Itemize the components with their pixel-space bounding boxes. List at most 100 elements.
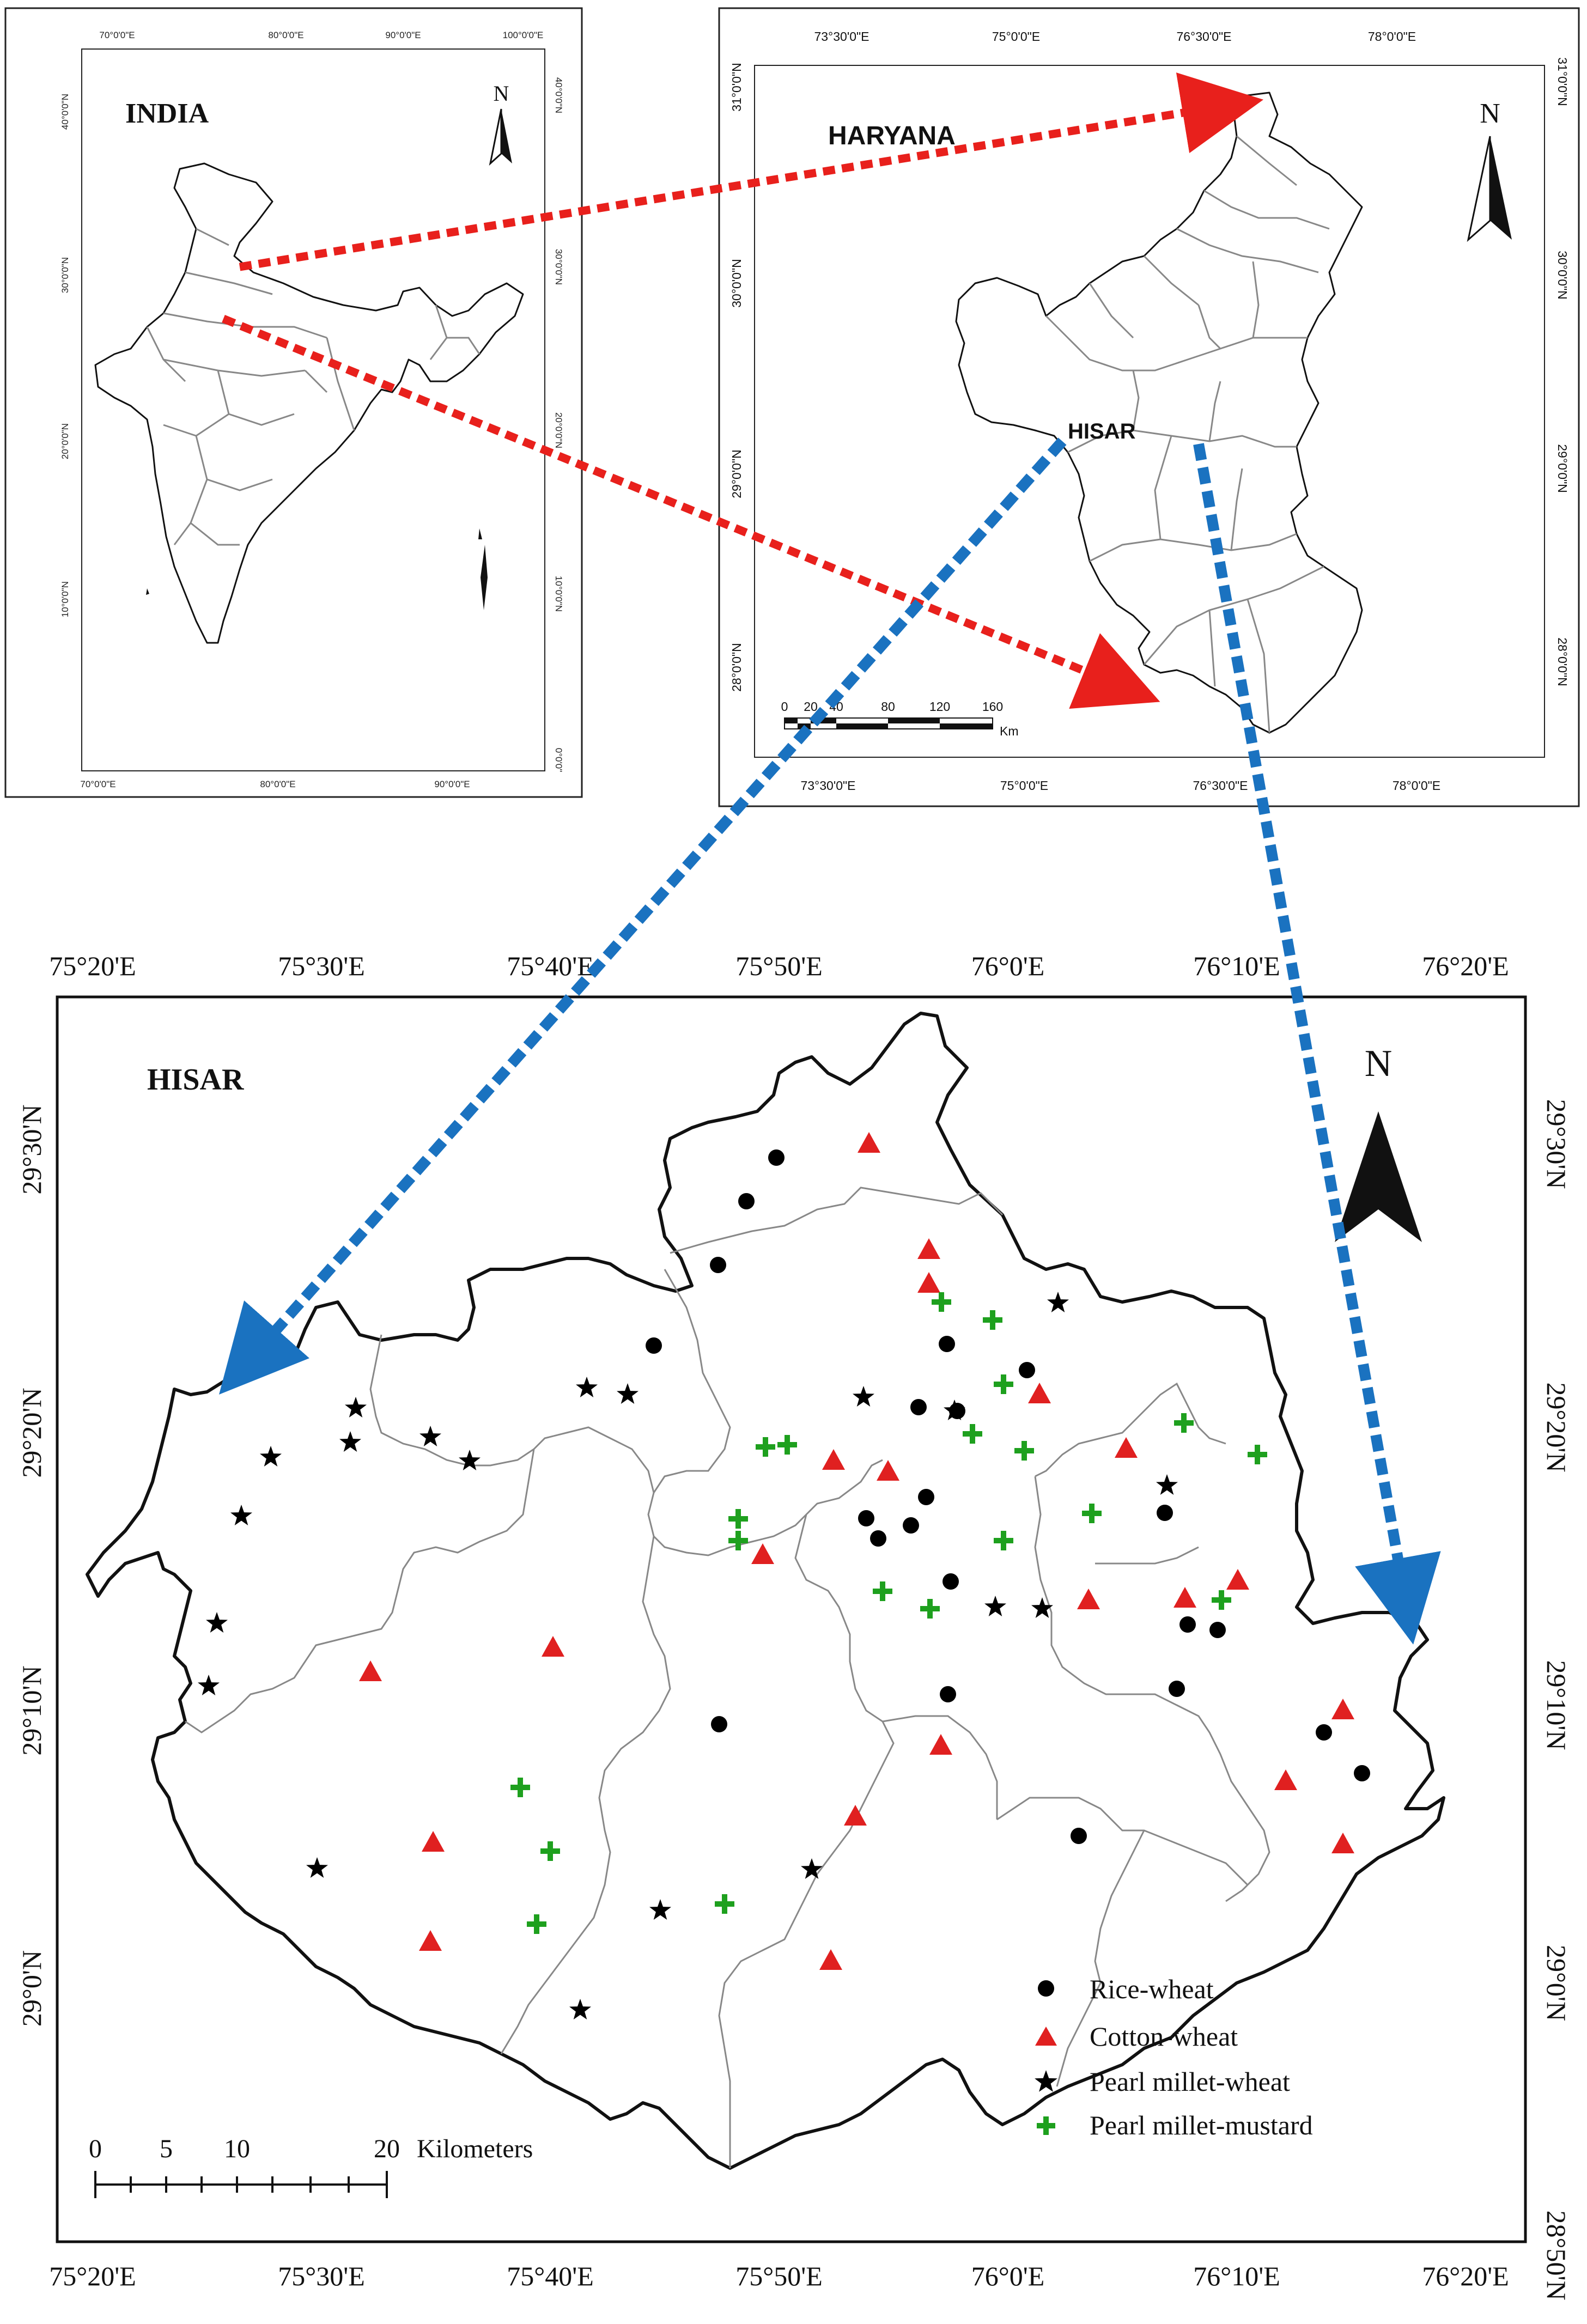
cotton-wheat-point (822, 1449, 845, 1470)
svg-text:80: 80 (881, 699, 895, 714)
cotton-wheat-point (359, 1660, 382, 1681)
cotton-wheat-point (917, 1272, 940, 1293)
svg-text:Km: Km (1000, 724, 1019, 738)
tick-label: 75°40'E (507, 951, 594, 981)
pearl-millet-mustard-point (540, 1841, 560, 1861)
tick-label: 70°0'0"E (80, 779, 115, 789)
svg-text:Kilometers: Kilometers (417, 2134, 533, 2163)
rice-wheat-point (910, 1399, 927, 1415)
svg-text:N: N (1365, 1043, 1393, 1085)
tick-label: 30°0'0"N (554, 249, 564, 285)
tick-label: 80°0'0"E (268, 30, 303, 40)
tick-label: 29°0'0"N (729, 449, 744, 498)
svg-text:0: 0 (781, 699, 788, 714)
rice-wheat-point (711, 1716, 727, 1732)
cotton-wheat-point (1173, 1587, 1196, 1608)
rice-wheat-point (1209, 1622, 1226, 1638)
pearl-millet-wheat-point (649, 1899, 671, 1920)
pearl-millet-wheat-point (617, 1383, 639, 1404)
pearl-millet-wheat-point (419, 1426, 441, 1446)
pearl-millet-wheat-point (1047, 1292, 1069, 1312)
rice-wheat-point (870, 1530, 886, 1547)
rice-wheat-point (768, 1149, 785, 1166)
legend-symbol-plus (1037, 2116, 1055, 2135)
rice-wheat-point (1071, 1828, 1087, 1844)
pearl-millet-wheat-point (306, 1857, 328, 1878)
rice-wheat-points (646, 1149, 1370, 1844)
pearl-millet-mustard-point (728, 1509, 748, 1529)
pearl-millet-mustard-point (1014, 1441, 1034, 1461)
rice-wheat-point (1316, 1724, 1332, 1741)
pearl-millet-mustard-point (1174, 1413, 1194, 1433)
cotton-wheat-point (1115, 1437, 1138, 1458)
rice-wheat-point (1169, 1681, 1185, 1697)
hisar-map-panel: 75°20'E 75°30'E 75°40'E 75°50'E 76°0'E 7… (16, 951, 1572, 2301)
tick-label: 10°0'0"N (60, 581, 70, 617)
svg-text:20: 20 (804, 699, 818, 714)
tick-label: 78°0'0"E (1393, 778, 1440, 793)
pearl-millet-wheat-point (339, 1431, 361, 1452)
tick-label: 29°10'N (16, 1665, 47, 1755)
tick-label: 80°0'0"E (260, 779, 295, 789)
pearl-millet-wheat-point (206, 1612, 228, 1633)
hisar-scale-bar: 0 5 10 20 Kilometers (89, 2134, 533, 2198)
haryana-top-ticks: 73°30'0"E 75°0'0"E 76°30'0"E 78°0'0"E (814, 29, 1416, 44)
tick-label: 73°30'0"E (800, 778, 855, 793)
pearl-millet-mustard-point (873, 1581, 892, 1601)
rice-wheat-point (903, 1517, 919, 1534)
rice-wheat-point (1354, 1765, 1370, 1781)
tick-label: 0°0'0" (554, 748, 564, 772)
tick-label: 75°50'E (735, 951, 823, 981)
pearl-millet-mustard-point (1212, 1590, 1231, 1610)
cotton-wheat-point (419, 1930, 442, 1951)
tick-label: 29°10'N (1541, 1660, 1572, 1750)
tick-label: 75°20'E (49, 951, 136, 981)
pearl-millet-mustard-point (963, 1424, 982, 1444)
hisar-inner-boundaries (185, 1187, 1270, 2168)
legend-label: Cotton-wheat (1090, 2021, 1238, 2052)
svg-text:5: 5 (160, 2134, 173, 2163)
legend-label: Pearl millet-mustard (1090, 2110, 1313, 2140)
rice-wheat-point (1019, 1362, 1035, 1378)
pearl-millet-wheat-point (1031, 1597, 1053, 1618)
rice-wheat-point (1179, 1616, 1196, 1633)
india-right-ticks: 40°0'0"N 30°0'0"N 20°0'0"N 10°0'0"N 0°0'… (554, 77, 564, 772)
india-north-arrow: N (489, 81, 512, 166)
rice-wheat-point (939, 1336, 955, 1352)
haryana-bottom-ticks: 73°30'0"E 75°0'0"E 76°30'0"E 78°0'0"E (800, 778, 1440, 793)
haryana-map-title: HARYANA (828, 121, 956, 150)
svg-text:N: N (1480, 98, 1500, 129)
tick-label: 31°0'0"N (729, 63, 744, 112)
haryana-districts (1045, 135, 1330, 733)
tick-label: 100°0'0"E (503, 30, 544, 40)
pearl-millet-mustard-point (527, 1914, 546, 1934)
rice-wheat-point (1157, 1505, 1173, 1521)
cotton-wheat-point (1077, 1589, 1100, 1609)
cotton-wheat-point (844, 1805, 867, 1826)
svg-text:N: N (494, 81, 509, 106)
hisar-legend: Rice-wheat Cotton-wheat Pearl millet-whe… (1035, 1974, 1313, 2140)
pearl-millet-wheat-point (198, 1675, 220, 1695)
pearl-millet-wheat-point (944, 1400, 965, 1420)
tick-label: 28°50'N (1541, 2210, 1572, 2300)
rice-wheat-point (918, 1489, 934, 1505)
pearl-millet-wheat-point (1156, 1474, 1178, 1495)
cotton-wheat-point (751, 1543, 774, 1564)
tick-label: 78°0'0"E (1368, 29, 1416, 44)
hisar-left-ticks: 29°30'N 29°20'N 29°10'N 29°0'N (16, 1104, 47, 2027)
tick-label: 90°0'0"E (434, 779, 470, 789)
rice-wheat-point (940, 1686, 956, 1702)
tick-label: 29°0'0"N (1555, 444, 1570, 493)
tick-label: 76°0'E (971, 951, 1045, 981)
pearl-millet-wheat-point (853, 1386, 874, 1407)
india-bottom-ticks: 70°0'0"E 80°0'0"E 90°0'0"E (80, 779, 470, 789)
pearl-millet-wheat-point (984, 1596, 1006, 1616)
india-map-title: INDIA (125, 98, 209, 129)
legend-symbol-circle (1038, 1980, 1054, 1997)
india-left-ticks: 40°0'0"N 30°0'0"N 20°0'0"N 10°0'0"N (60, 94, 70, 617)
tick-label: 20°0'0"N (60, 423, 70, 459)
svg-text:10: 10 (224, 2134, 250, 2163)
tick-label: 75°20'E (49, 2261, 136, 2291)
india-map-panel: 70°0'0"E 80°0'0"E 90°0'0"E 100°0'0"E 70°… (4, 7, 583, 798)
tick-label: 75°0'0"E (1000, 778, 1048, 793)
